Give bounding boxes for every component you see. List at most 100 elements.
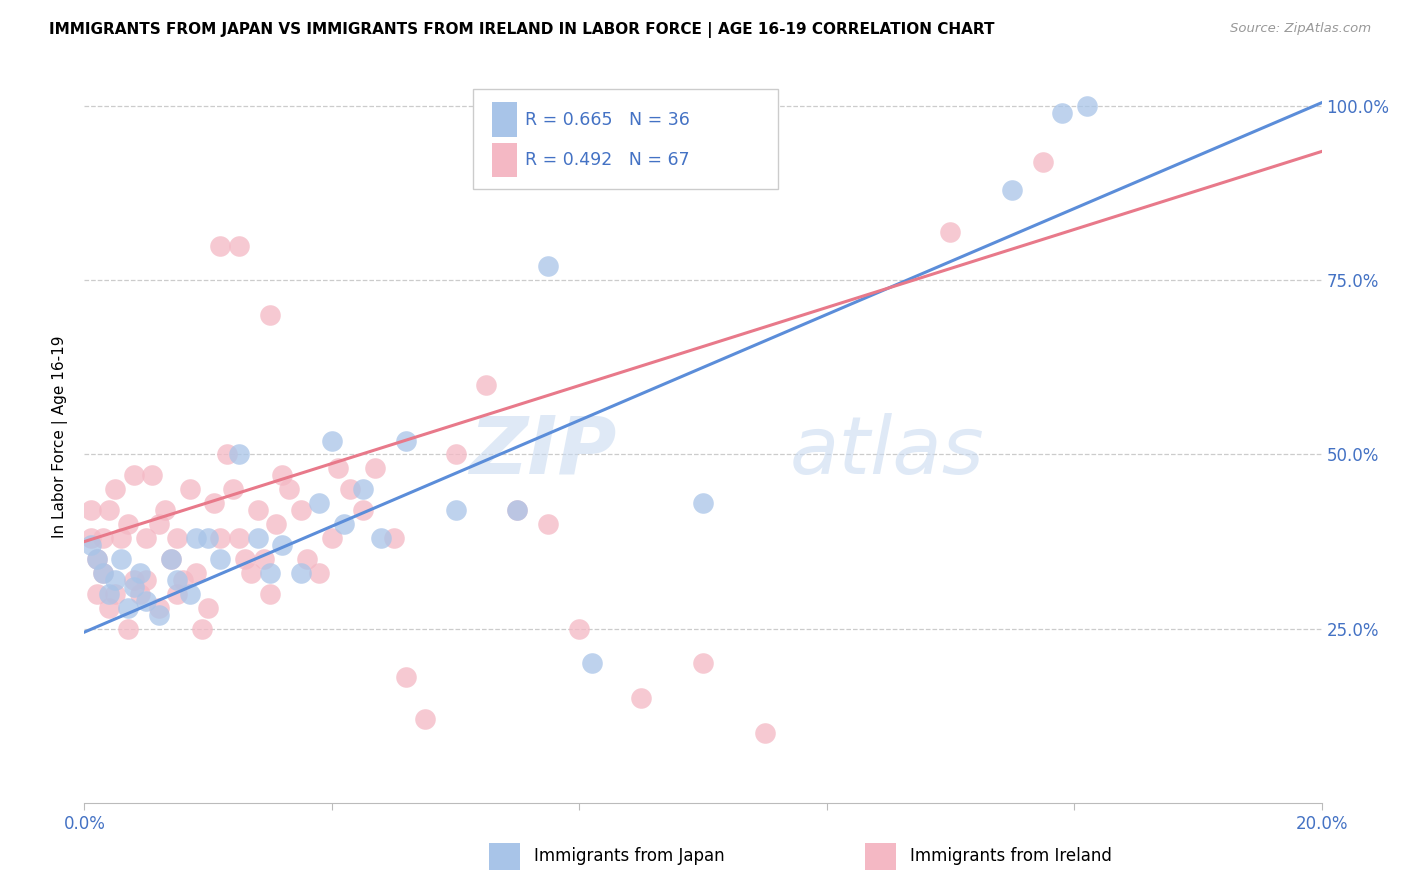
Point (141, 468, 163, 483)
Point (290, 566, 312, 580)
Text: atlas: atlas (790, 413, 984, 491)
Point (506, 503, 529, 517)
Point (202, 496, 225, 510)
Point (321, 531, 343, 545)
Point (215, 448, 238, 462)
Point (86, 552, 108, 566)
Point (240, 566, 263, 580)
Point (91, 566, 114, 580)
Point (382, 531, 405, 545)
Point (135, 594, 157, 608)
Text: Source: ZipAtlas.com: Source: ZipAtlas.com (1230, 22, 1371, 36)
Text: ZIP: ZIP (470, 413, 616, 491)
Point (166, 587, 188, 601)
Point (253, 552, 276, 566)
Point (1076, 99, 1098, 113)
Point (308, 496, 330, 510)
Point (197, 531, 219, 545)
Point (166, 573, 188, 587)
Point (153, 503, 176, 517)
Point (122, 468, 145, 483)
Point (352, 483, 374, 497)
Text: R = 0.492   N = 67: R = 0.492 N = 67 (526, 151, 690, 169)
Text: R = 0.665   N = 36: R = 0.665 N = 36 (526, 111, 690, 128)
Point (444, 503, 467, 517)
Point (91, 531, 114, 545)
Point (110, 552, 132, 566)
Point (110, 531, 132, 545)
Y-axis label: In Labor Force | Age 16-19: In Labor Force | Age 16-19 (52, 335, 69, 539)
Point (537, 260, 560, 274)
Point (630, 691, 652, 706)
Point (129, 587, 152, 601)
Point (172, 573, 194, 587)
Point (259, 308, 281, 322)
Point (184, 566, 207, 580)
Point (939, 225, 962, 239)
Point (135, 531, 157, 545)
Point (79, 503, 101, 517)
Point (184, 531, 207, 545)
Point (692, 496, 714, 510)
Point (129, 566, 152, 580)
Point (79, 538, 101, 552)
Point (79, 531, 101, 545)
Point (1050, 106, 1073, 120)
Point (277, 483, 299, 497)
Point (413, 712, 436, 726)
Text: Immigrants from Japan: Immigrants from Japan (534, 847, 725, 865)
Point (308, 566, 330, 580)
Point (259, 566, 281, 580)
Point (581, 657, 603, 671)
Text: IMMIGRANTS FROM JAPAN VS IMMIGRANTS FROM IRELAND IN LABOR FORCE | AGE 16-19 CORR: IMMIGRANTS FROM JAPAN VS IMMIGRANTS FROM… (49, 22, 994, 38)
Point (506, 503, 529, 517)
Point (754, 726, 776, 740)
Point (160, 552, 183, 566)
Text: Immigrants from Ireland: Immigrants from Ireland (910, 847, 1112, 865)
Point (98, 600, 121, 615)
Point (91, 566, 114, 580)
Point (339, 483, 361, 497)
Point (148, 600, 170, 615)
Point (104, 483, 127, 497)
Point (321, 434, 343, 448)
Point (179, 587, 201, 601)
Point (395, 434, 418, 448)
Point (364, 461, 387, 475)
Point (352, 503, 374, 517)
Point (98, 587, 121, 601)
Point (326, 461, 349, 475)
Point (117, 517, 139, 532)
Point (568, 622, 591, 636)
Point (370, 531, 392, 545)
Point (197, 600, 219, 615)
Point (228, 448, 250, 462)
Point (209, 531, 232, 545)
Point (191, 622, 214, 636)
Point (160, 552, 183, 566)
Point (295, 552, 318, 566)
Point (395, 670, 418, 684)
Point (179, 483, 201, 497)
Point (104, 573, 127, 587)
Point (166, 531, 188, 545)
Point (228, 238, 250, 252)
Point (117, 622, 139, 636)
Point (333, 517, 356, 532)
Point (246, 503, 269, 517)
Point (86, 587, 108, 601)
Point (148, 517, 170, 532)
Point (444, 448, 467, 462)
Point (135, 573, 157, 587)
Point (290, 503, 312, 517)
Point (692, 657, 714, 671)
Point (209, 238, 232, 252)
Point (98, 503, 121, 517)
Point (1032, 155, 1054, 169)
Point (264, 517, 287, 532)
Point (246, 531, 269, 545)
Point (117, 600, 139, 615)
Point (222, 483, 245, 497)
Point (104, 587, 127, 601)
Point (228, 531, 250, 545)
